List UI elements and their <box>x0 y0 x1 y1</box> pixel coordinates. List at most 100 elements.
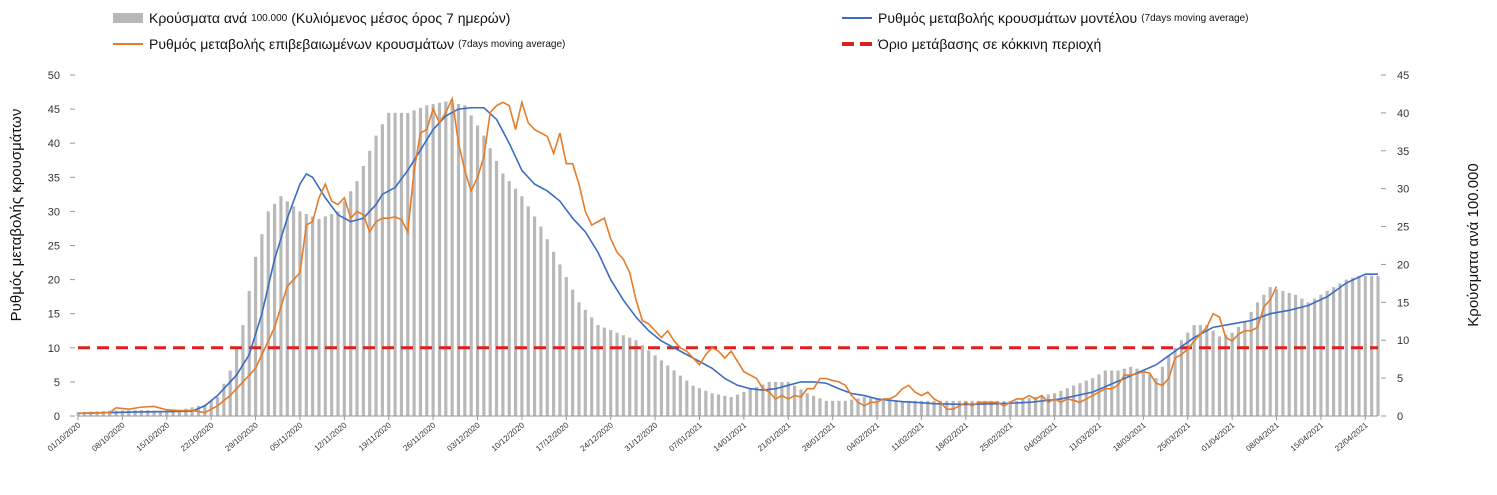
bar <box>856 398 860 416</box>
bar <box>1014 400 1019 416</box>
y-tick-label-left: 15 <box>48 309 60 321</box>
bar <box>957 400 962 416</box>
bar <box>127 410 131 416</box>
bar <box>767 381 771 416</box>
bar <box>1160 366 1164 416</box>
legend-note-confirmed: (7days moving average) <box>458 38 566 50</box>
bar <box>805 393 809 416</box>
bar <box>184 408 188 416</box>
bar <box>602 327 606 416</box>
bar <box>463 105 467 416</box>
x-tick-label: 25/02/2021 <box>978 420 1015 453</box>
bar <box>1091 378 1095 416</box>
bar <box>374 135 378 416</box>
bar <box>653 355 657 416</box>
bar <box>482 135 486 416</box>
bar <box>583 309 587 416</box>
bar <box>1281 290 1285 416</box>
bar <box>1141 370 1145 416</box>
y-tick-label-left: 0 <box>54 411 60 423</box>
bar <box>234 347 239 416</box>
bar <box>1300 298 1304 416</box>
bar <box>754 386 759 416</box>
bar <box>761 384 765 416</box>
x-tick-label: 11/03/2021 <box>1067 420 1103 453</box>
bar <box>1002 400 1006 416</box>
bar <box>336 211 340 416</box>
bar <box>888 400 892 416</box>
bar <box>444 101 448 417</box>
bar <box>1173 347 1177 416</box>
bar <box>1236 326 1241 416</box>
bar <box>330 213 334 416</box>
bar <box>507 181 511 416</box>
bar <box>793 385 797 416</box>
bar <box>628 337 632 416</box>
y-axis-title-right: Κρούσματα ανά 100.000 <box>1465 163 1482 326</box>
legend-suffix-bars: (Κυλιόμενος μέσος όρος 7 ημερών) <box>291 10 511 26</box>
y-tick-label-left: 30 <box>48 206 60 218</box>
bar <box>437 102 442 416</box>
bar <box>742 392 746 416</box>
bar <box>469 115 473 416</box>
bar <box>1021 399 1025 416</box>
x-tick-label: 25/03/2021 <box>1156 420 1193 453</box>
bar <box>780 381 784 416</box>
bar <box>1154 378 1158 416</box>
bar <box>735 394 740 416</box>
bar <box>418 107 423 416</box>
bar <box>1192 325 1196 416</box>
bar <box>1116 370 1120 416</box>
bar <box>228 370 232 416</box>
bar <box>907 400 911 416</box>
bar <box>355 181 359 416</box>
bar <box>590 317 594 416</box>
bar <box>1293 294 1298 416</box>
bar <box>1008 400 1012 416</box>
bar <box>76 412 80 416</box>
x-tick-label: 29/10/2020 <box>223 420 260 453</box>
bar <box>456 104 461 417</box>
bar <box>1135 368 1139 416</box>
bar <box>678 375 683 416</box>
bar <box>1167 355 1171 416</box>
x-tick-label: 03/12/2020 <box>445 420 482 453</box>
bar <box>976 400 981 416</box>
bar <box>501 173 505 416</box>
bar <box>552 251 556 416</box>
bar <box>488 148 492 416</box>
y-tick-label-left: 50 <box>48 70 60 82</box>
bar <box>1027 398 1031 416</box>
bar <box>450 102 454 416</box>
x-tick-label: 19/11/2020 <box>357 420 393 453</box>
x-tick-label: 10/12/2020 <box>490 420 527 453</box>
x-tick-label: 21/01/2021 <box>756 420 793 453</box>
bar <box>818 398 822 416</box>
x-tick-label: 24/12/2020 <box>579 420 616 453</box>
y-axis-title-left: Ρυθμός μεταβολής κρουσμάτων <box>8 109 25 322</box>
model-rate-line <box>77 106 1378 415</box>
x-axis: 01/10/2020 08/10/2020 15/10/2020 22/10/2020… <box>46 415 1378 453</box>
legend-item-bars: Κρούσματα ανά 100.000 (Κυλιόμενος μέσος … <box>113 10 510 26</box>
bar <box>425 105 429 416</box>
y-axis-left: 0 5 10 15 20 25 30 35 40 45 50 <box>48 70 75 423</box>
bar <box>311 216 315 416</box>
y-tick-label-right: 0 <box>1397 411 1403 423</box>
bar <box>1332 287 1336 416</box>
bar <box>716 394 721 416</box>
legend-number-bars: 100.000 <box>251 12 288 24</box>
bar <box>596 325 600 416</box>
bar <box>387 112 391 416</box>
bar <box>133 410 137 416</box>
bar <box>1033 397 1038 416</box>
bar <box>526 206 530 416</box>
bar <box>241 325 245 416</box>
x-tick-label: 18/03/2021 <box>1111 420 1148 453</box>
bar <box>894 400 898 416</box>
bar <box>342 201 346 416</box>
y-tick-label-left: 5 <box>54 377 60 389</box>
bar <box>513 188 518 416</box>
y-axis-right: 0 5 10 15 20 25 30 35 40 45 <box>1381 70 1409 423</box>
bar <box>260 234 264 416</box>
bar <box>875 399 879 416</box>
